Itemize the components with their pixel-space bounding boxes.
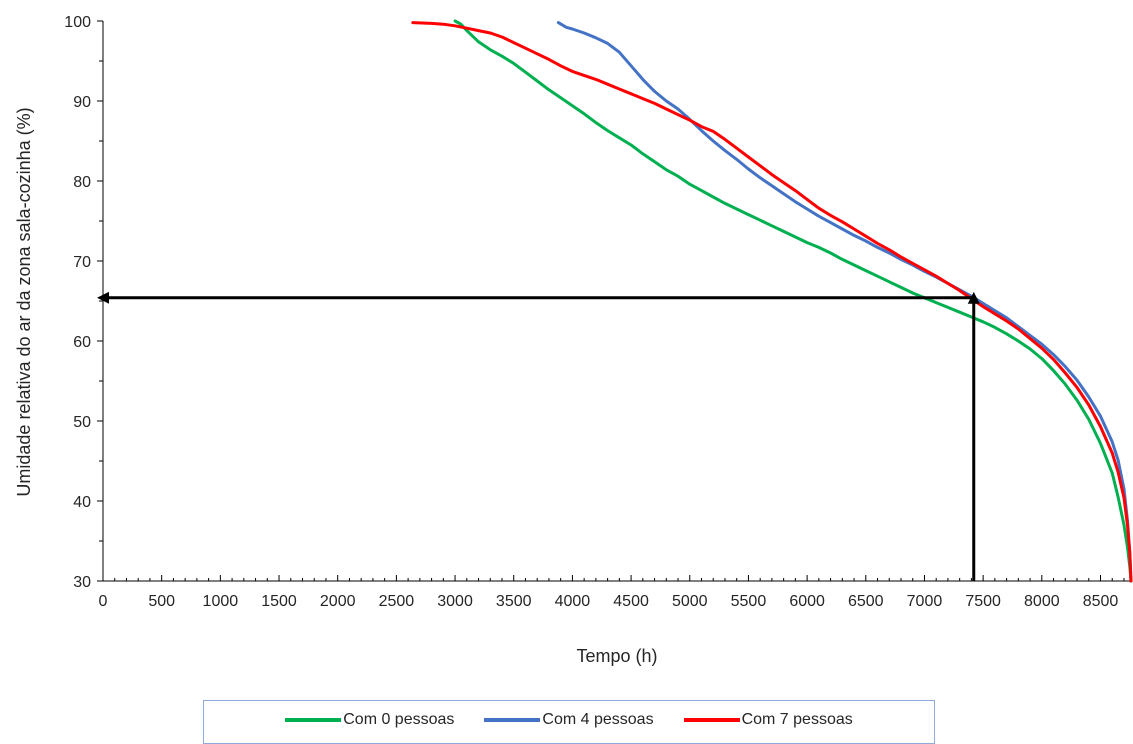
x-tick-label: 8000: [1024, 593, 1060, 610]
x-tick-label: 7500: [965, 593, 1001, 610]
y-tick-label: 90: [73, 94, 91, 111]
x-tick-label: 5500: [731, 593, 767, 610]
y-tick-label: 30: [73, 574, 91, 591]
y-axis-title: Umidade relativa do ar da zona sala-cozi…: [14, 107, 34, 496]
x-tick-label: 1000: [203, 593, 239, 610]
x-tick-label: 500: [148, 593, 175, 610]
y-tick-label: 100: [64, 14, 91, 31]
x-tick-label: 5000: [672, 593, 708, 610]
legend-label: Com 0 pessoas: [343, 711, 455, 728]
legend-swatch: [285, 718, 342, 722]
x-tick-label: 2500: [379, 593, 415, 610]
legend-swatch: [683, 718, 740, 722]
annotation-layer: [97, 291, 980, 581]
x-tick-label: 4500: [613, 593, 649, 610]
legend-item-2: Com 4 pessoas: [484, 711, 654, 729]
legend-item-1: Com 0 pessoas: [285, 711, 454, 729]
x-tick-label: 8500: [1083, 593, 1119, 610]
legend: Com 0 pessoas Com 4 pessoas Com 7 pessoas: [203, 700, 935, 744]
x-tick-label: 2000: [320, 593, 356, 610]
series-line-3: [411, 21, 1133, 583]
y-tick-label: 80: [73, 174, 91, 191]
x-tick-label: 1500: [261, 593, 297, 610]
x-tick-label: 6500: [848, 593, 884, 610]
x-tick-label: 7000: [907, 593, 943, 610]
series-layer: [411, 19, 1133, 583]
y-tick-label: 70: [73, 254, 91, 271]
x-tick-label: 0: [99, 593, 108, 610]
y-tick-label: 60: [73, 334, 91, 351]
y-tick-label: 40: [73, 494, 91, 511]
x-tick-label: 4000: [555, 593, 591, 610]
legend-item-3: Com 7 pessoas: [683, 711, 853, 729]
x-axis-title: Tempo (h): [576, 646, 657, 666]
y-tick-label: 50: [73, 414, 91, 431]
x-tick-label: 3500: [496, 593, 532, 610]
x-tick-label: 6000: [789, 593, 825, 610]
legend-label: Com 4 pessoas: [542, 711, 654, 728]
legend-swatch: [484, 718, 541, 722]
legend-label: Com 7 pessoas: [741, 711, 853, 728]
series-line-2: [556, 21, 1133, 583]
x-tick-label: 3000: [437, 593, 473, 610]
series-line-1: [453, 19, 1133, 583]
